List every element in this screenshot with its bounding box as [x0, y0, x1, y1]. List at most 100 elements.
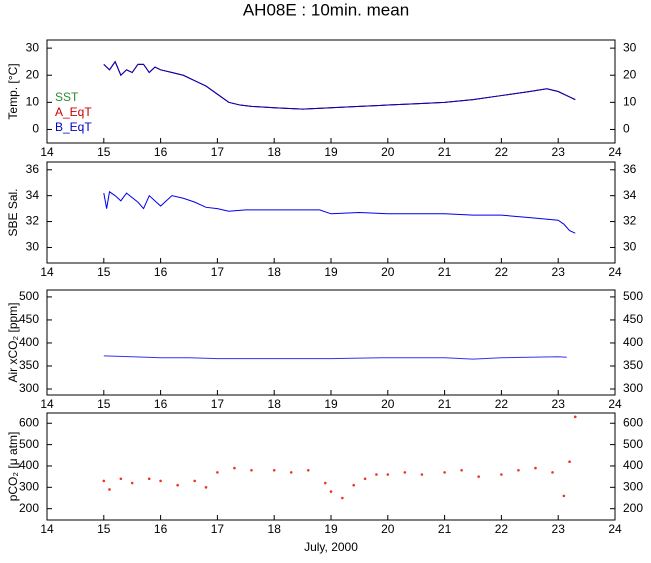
y-tick-label: 10 [26, 95, 40, 109]
x-tick-label: 18 [268, 397, 282, 411]
data-point [460, 468, 463, 472]
y-tick-label-right: 0 [623, 122, 630, 136]
x-tick-label: 17 [211, 265, 225, 279]
x-tick-label: 24 [608, 397, 622, 411]
x-tick-label: 21 [438, 265, 452, 279]
x-tick-label: 16 [154, 397, 168, 411]
y-tick-label-right: 400 [623, 458, 643, 472]
y-tick-label-right: 30 [623, 40, 637, 54]
x-tick-label: 21 [438, 522, 452, 536]
x-tick-label: 19 [324, 145, 338, 159]
x-tick-label: 18 [268, 265, 282, 279]
data-point [289, 471, 293, 474]
x-tick-label: 19 [324, 265, 338, 279]
x-tick-label: 23 [552, 522, 566, 536]
y-tick-label: 500 [19, 289, 39, 303]
y-tick-label-right: 200 [623, 501, 643, 515]
data-point [477, 475, 480, 478]
data-point [403, 471, 407, 474]
x-tick-label: 22 [495, 265, 509, 279]
x-tick-label: 17 [211, 145, 225, 159]
x-tick-label: 23 [552, 265, 566, 279]
x-tick-label: 14 [40, 265, 54, 279]
y-tick-label: 500 [19, 437, 39, 451]
y-tick-label-right: 300 [623, 381, 643, 395]
y-tick-label: 400 [19, 458, 39, 472]
data-point [363, 477, 367, 481]
data-point [119, 477, 123, 481]
data-point [130, 481, 134, 485]
data-point [324, 481, 327, 485]
data-point [517, 468, 520, 472]
x-axis-label: July, 2000 [304, 540, 358, 554]
y-tick-label-right: 500 [623, 289, 643, 303]
x-tick-label: 18 [268, 145, 282, 159]
x-tick-label: 14 [40, 522, 54, 536]
data-point [329, 490, 333, 493]
y-tick-label: 450 [19, 312, 39, 326]
x-tick-label: 21 [438, 145, 452, 159]
y-tick-label-right: 30 [623, 240, 637, 254]
x-tick-label: 17 [211, 397, 225, 411]
data-point [306, 468, 310, 472]
y-tick-label: 600 [19, 415, 39, 429]
data-point [147, 477, 151, 481]
x-tick-label: 20 [381, 145, 395, 159]
data-point [420, 473, 424, 476]
data-point [386, 473, 390, 476]
y-tick-label: 350 [19, 358, 39, 372]
x-tick-label: 24 [608, 145, 622, 159]
y-tick-label-right: 600 [623, 415, 643, 429]
data-point [176, 483, 179, 487]
data-point [159, 479, 162, 483]
x-tick-label: 14 [40, 145, 54, 159]
data-point [443, 471, 446, 474]
legend-label: SST [55, 90, 79, 104]
x-tick-label: 20 [381, 397, 395, 411]
x-tick-label: 16 [154, 522, 168, 536]
y-tick-label: 30 [26, 40, 40, 54]
data-line [103, 355, 567, 360]
x-tick-label: 22 [495, 145, 509, 159]
y-axis-label: Temp. [°C] [6, 63, 20, 119]
data-point [108, 488, 111, 491]
data-point [568, 460, 571, 463]
data-point [272, 468, 276, 472]
y-tick-label: 300 [19, 479, 39, 493]
y-tick-label-right: 34 [623, 188, 637, 202]
data-point [352, 483, 356, 487]
y-tick-label: 400 [19, 335, 39, 349]
y-tick-label: 30 [26, 240, 40, 254]
y-tick-label-right: 300 [623, 479, 643, 493]
y-axis-label: SBE Sal. [6, 188, 20, 236]
y-tick-label: 36 [26, 162, 40, 176]
data-point [233, 466, 236, 470]
x-tick-label: 19 [324, 397, 338, 411]
x-tick-label: 21 [438, 397, 452, 411]
y-tick-label: 20 [26, 67, 40, 81]
data-point [500, 473, 503, 476]
data-point [102, 479, 106, 483]
y-tick-label-right: 32 [623, 214, 637, 228]
y-tick-label: 200 [19, 501, 39, 515]
x-tick-label: 15 [97, 145, 111, 159]
x-tick-label: 18 [268, 522, 282, 536]
y-tick-label: 0 [32, 122, 39, 136]
y-axis-label: Air xCO₂ [ppm] [6, 302, 20, 382]
data-point [250, 468, 253, 472]
y-tick-label-right: 20 [623, 67, 637, 81]
data-point [551, 471, 554, 474]
y-tick-label-right: 350 [623, 358, 643, 372]
data-point [341, 496, 344, 500]
y-tick-label: 32 [26, 214, 40, 228]
data-point [375, 473, 378, 476]
x-tick-label: 20 [381, 522, 395, 536]
x-tick-label: 22 [495, 397, 509, 411]
data-point [216, 471, 219, 474]
x-tick-label: 17 [211, 522, 225, 536]
x-tick-label: 15 [97, 265, 111, 279]
x-tick-label: 22 [495, 522, 509, 536]
x-tick-label: 23 [552, 397, 566, 411]
y-tick-label-right: 36 [623, 162, 637, 176]
